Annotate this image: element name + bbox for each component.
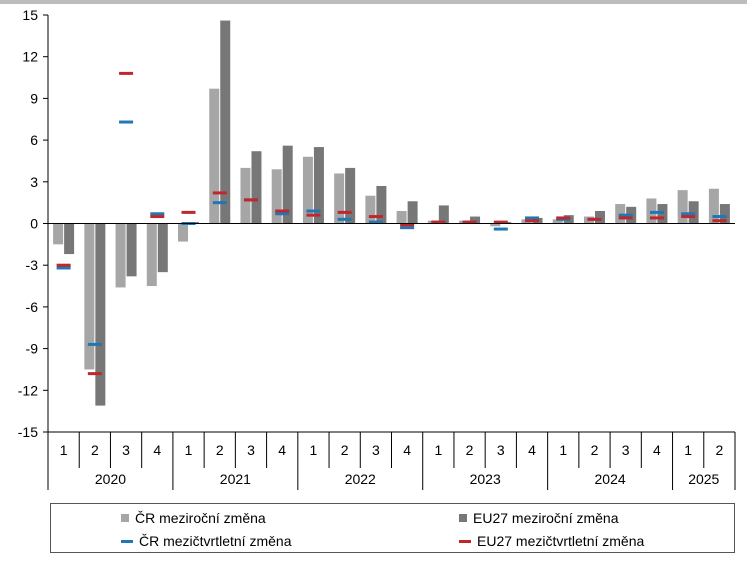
year-label: 2020 — [95, 471, 126, 487]
bar — [251, 151, 262, 224]
legend-item-cr-qoq: ČR mezičtvrtletní změna — [121, 533, 291, 549]
y-tick-label: 0 — [30, 216, 38, 232]
x-tick-label: 4 — [653, 442, 661, 458]
bar — [282, 145, 293, 224]
y-tick-label: -6 — [26, 299, 39, 315]
legend-label-cr-qoq: ČR mezičtvrtletní změna — [139, 533, 292, 549]
bar — [240, 167, 251, 224]
year-label: 2024 — [595, 471, 626, 487]
legend-swatch-eu-yoy — [459, 514, 467, 522]
bar — [115, 223, 126, 288]
bar — [334, 173, 345, 224]
bar — [345, 167, 356, 224]
bar — [490, 223, 501, 227]
bar — [157, 223, 168, 273]
y-tick-label: 9 — [30, 90, 38, 106]
x-tick-label: 1 — [60, 442, 68, 458]
year-label: 2025 — [688, 471, 719, 487]
x-tick-label: 3 — [247, 442, 255, 458]
bar — [178, 223, 189, 242]
legend-swatch-eu-qoq — [459, 539, 471, 543]
bar — [438, 205, 449, 224]
x-tick-label: 2 — [91, 442, 99, 458]
y-tick-label: 15 — [22, 7, 38, 23]
x-tick-label: 1 — [559, 442, 567, 458]
x-tick-label: 1 — [684, 442, 692, 458]
bar — [126, 223, 137, 277]
legend-label-eu-qoq: EU27 mezičtvrtletní změna — [477, 533, 645, 549]
bar — [84, 223, 95, 370]
x-tick-label: 1 — [310, 442, 318, 458]
bar — [95, 223, 106, 406]
bar — [552, 219, 563, 224]
bar — [271, 169, 282, 224]
y-tick-label: 12 — [22, 49, 38, 65]
y-tick-label: 3 — [30, 174, 38, 190]
bar — [64, 223, 75, 255]
x-tick-label: 3 — [497, 442, 505, 458]
bar — [146, 223, 157, 287]
legend-swatch-cr-yoy — [121, 514, 129, 522]
legend-swatch-cr-qoq — [121, 539, 133, 543]
legend-label-cr-yoy: ČR meziroční změna — [135, 510, 266, 526]
x-tick-label: 3 — [622, 442, 630, 458]
x-tick-label: 2 — [591, 442, 599, 458]
x-tick-label: 4 — [403, 442, 411, 458]
legend-item-cr-yoy: ČR meziroční změna — [121, 510, 266, 526]
bar — [396, 210, 407, 224]
year-label: 2021 — [220, 471, 251, 487]
bar — [220, 20, 231, 224]
bar — [677, 190, 688, 224]
bar — [470, 216, 481, 224]
year-label: 2022 — [345, 471, 376, 487]
x-tick-label: 2 — [341, 442, 349, 458]
x-tick-label: 2 — [466, 442, 474, 458]
y-tick-label: -3 — [26, 257, 39, 273]
y-tick-label: -12 — [18, 382, 38, 398]
x-tick-label: 4 — [153, 442, 161, 458]
legend-label-eu-yoy: EU27 meziroční změna — [473, 510, 619, 526]
bar — [708, 188, 719, 224]
legend-item-eu-qoq: EU27 mezičtvrtletní změna — [459, 533, 644, 549]
bar — [53, 223, 64, 245]
bar — [594, 210, 605, 224]
y-tick-label: -15 — [18, 424, 38, 440]
x-tick-label: 1 — [185, 442, 193, 458]
x-tick-label: 3 — [122, 442, 130, 458]
x-tick-label: 3 — [372, 442, 380, 458]
x-tick-label: 2 — [216, 442, 224, 458]
bar — [407, 201, 418, 224]
year-label: 2023 — [470, 471, 501, 487]
legend-item-eu-yoy: EU27 meziroční změna — [459, 510, 619, 526]
x-tick-label: 1 — [434, 442, 442, 458]
bar — [376, 185, 387, 224]
x-tick-label: 4 — [528, 442, 536, 458]
y-tick-label: -9 — [26, 341, 39, 357]
y-tick-label: 6 — [30, 132, 38, 148]
top-band — [0, 0, 747, 4]
bar — [209, 88, 220, 224]
legend: ČR meziroční změna EU27 meziroční změna … — [50, 503, 735, 553]
bar — [719, 204, 730, 224]
bar — [365, 195, 376, 224]
bar — [313, 147, 324, 224]
bar — [302, 156, 313, 224]
x-tick-label: 2 — [715, 442, 723, 458]
x-tick-label: 4 — [278, 442, 286, 458]
